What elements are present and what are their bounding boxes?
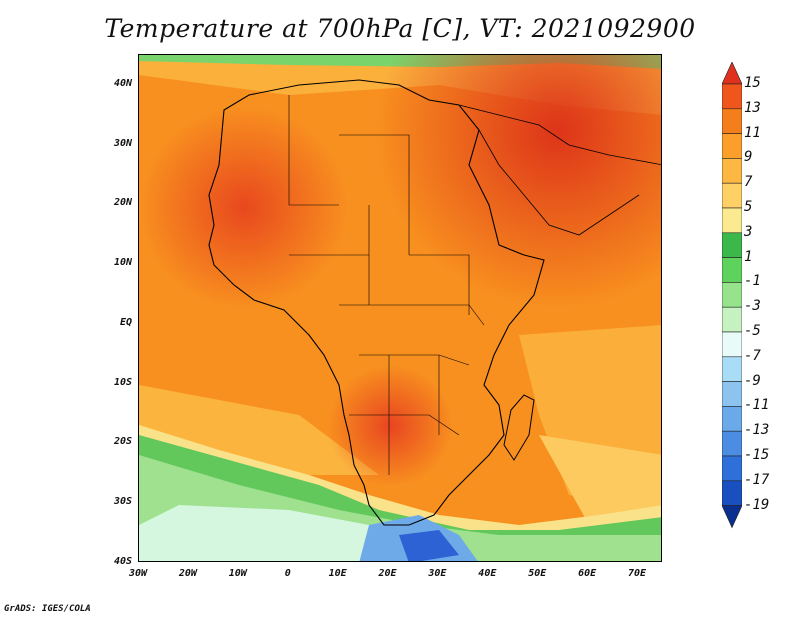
colorbar-swatch (722, 455, 742, 482)
colorbar-level-label: -7 (744, 347, 761, 364)
lat-tick-label: 30N (113, 137, 132, 149)
lon-tick-label: 20W (178, 568, 197, 579)
lon-tick-label: 40E (478, 568, 497, 579)
colorbar-level-label: -9 (744, 372, 761, 389)
colorbar-swatch (722, 331, 742, 358)
colorbar-swatch (722, 62, 742, 85)
colorbar-level-label: -3 (744, 298, 761, 315)
lat-tick-label: 20N (113, 197, 132, 209)
lat-tick-label: 20S (113, 436, 132, 448)
colorbar-swatch (722, 108, 742, 134)
colorbar-level-label: 11 (744, 124, 761, 141)
lon-tick-label: 30E (428, 568, 447, 579)
colorbar (722, 62, 742, 529)
colorbar-swatch (722, 505, 742, 529)
lat-tick-label: 10N (113, 257, 132, 269)
temperature-map (138, 54, 662, 562)
colorbar-level-label: -17 (744, 471, 770, 488)
credit-text: GrADS: IGES/COLA (4, 604, 91, 614)
colorbar-swatch (722, 406, 742, 432)
colorbar-level-label: -5 (744, 323, 761, 339)
colorbar-level-label: 13 (744, 99, 761, 116)
colorbar-level-label: 3 (744, 223, 753, 240)
lon-tick-label: 10W (228, 568, 247, 579)
lon-tick-label: 60E (578, 568, 597, 579)
colorbar-level-label: -1 (744, 273, 761, 290)
lat-tick-label: 40N (113, 77, 132, 89)
lon-tick-label: 50E (528, 568, 547, 579)
colorbar-level-label: 7 (744, 174, 753, 191)
colorbar-level-label: 1 (744, 248, 753, 265)
colorbar-swatch (722, 207, 742, 234)
colorbar-swatch (722, 282, 742, 308)
colorbar-level-label: -13 (744, 422, 770, 439)
lon-tick-label: 70E (628, 568, 647, 579)
colorbar-swatch (722, 257, 742, 283)
colorbar-level-label: 9 (744, 149, 753, 166)
colorbar-swatch (722, 158, 742, 184)
colorbar-level-label: 15 (744, 75, 761, 91)
colorbar-level-label: -19 (744, 496, 770, 513)
colorbar-swatch (722, 480, 742, 506)
colorbar-swatch (722, 306, 742, 333)
colorbar-swatch (722, 133, 742, 159)
colorbar-swatch (722, 430, 742, 457)
colorbar-level-label: -15 (744, 447, 770, 463)
lat-tick-label: EQ (119, 316, 132, 328)
colorbar-swatch (722, 381, 742, 407)
colorbar-swatch (722, 232, 742, 258)
colorbar-swatch (722, 182, 742, 209)
colorbar-swatch (722, 83, 742, 110)
map-title: Temperature at 700hPa [C], VT: 202109290… (104, 14, 696, 43)
lon-tick-label: 30W (128, 568, 148, 579)
lon-tick-label: 10E (328, 568, 347, 579)
lon-tick-label: 20E (378, 568, 397, 579)
lon-tick-label: 0 (284, 568, 291, 579)
colorbar-level-label: -11 (744, 397, 770, 414)
colorbar-level-label: 5 (744, 199, 753, 215)
colorbar-swatch (722, 356, 742, 382)
lat-tick-label: 40S (113, 556, 132, 567)
lat-tick-label: 10S (113, 376, 132, 388)
lat-tick-label: 30S (113, 496, 132, 508)
